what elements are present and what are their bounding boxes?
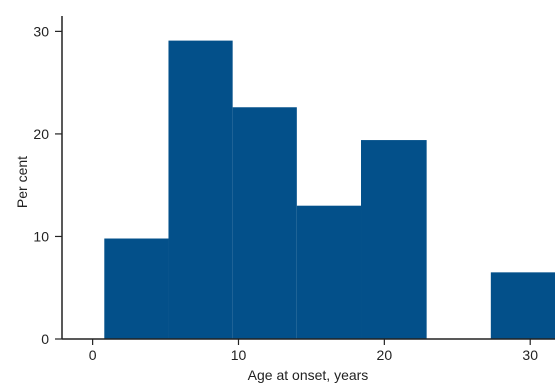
y-tick-label: 30 <box>33 23 49 39</box>
x-ticks-group: 0 10 20 30 <box>89 339 538 363</box>
histogram-bar-1 <box>168 40 233 339</box>
histogram-bar-5 <box>490 272 555 339</box>
histogram-bar-4 <box>361 140 427 339</box>
bars-group <box>104 40 555 339</box>
y-axis-label: Per cent <box>14 156 30 208</box>
x-tick-label: 0 <box>89 347 97 363</box>
y-tick-label: 20 <box>33 126 49 142</box>
histogram-bar-2 <box>232 107 297 339</box>
y-tick-label: 10 <box>33 228 49 244</box>
histogram-bar-0 <box>104 238 169 339</box>
x-tick-label: 10 <box>231 347 247 363</box>
y-tick-label: 0 <box>41 331 49 347</box>
x-tick-label: 30 <box>522 347 538 363</box>
x-axis-label: Age at onset, years <box>248 367 369 383</box>
x-tick-label: 20 <box>377 347 393 363</box>
y-ticks-group: 0 10 20 30 <box>33 23 62 347</box>
histogram-bar-3 <box>296 205 362 339</box>
